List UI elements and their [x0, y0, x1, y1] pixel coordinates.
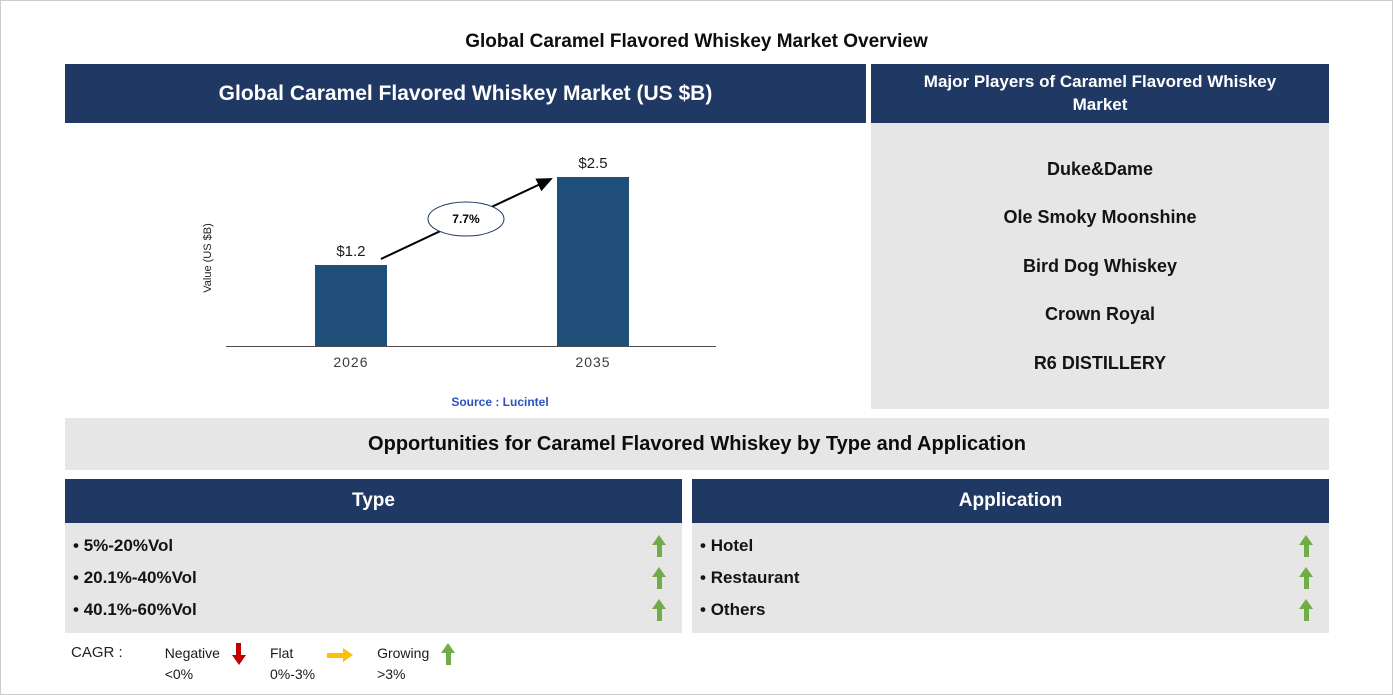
legend-item-flat: Flat 0%-3%	[269, 643, 354, 685]
bar	[557, 177, 629, 346]
cagr-ellipse	[427, 201, 505, 237]
player-item: R6 DISTILLERY	[1033, 352, 1167, 373]
trend-up-icon	[1299, 599, 1313, 621]
chart-panel-header: Global Caramel Flavored Whiskey Market (…	[65, 64, 866, 123]
trend-up-icon	[652, 535, 666, 557]
x-tick-2026: 2026	[333, 354, 369, 370]
trend-up-icon	[1299, 535, 1313, 557]
legend-growing-range: >3%	[377, 666, 406, 682]
player-item: Ole Smoky Moonshine	[1003, 207, 1197, 227]
players-list: Duke&Dame Ole Smoky Moonshine Bird Dog W…	[871, 123, 1329, 409]
table-row: Restaurant	[692, 567, 1329, 589]
arrow-right-icon	[327, 648, 354, 662]
legend-item-negative: Negative <0%	[165, 643, 246, 685]
type-table-header: Type	[65, 479, 682, 523]
table-row: 5%-20%Vol	[65, 535, 682, 557]
players-panel-header: Major Players of Caramel Flavored Whiske…	[871, 64, 1329, 123]
legend-negative-label: Negative	[164, 645, 220, 661]
application-item-label: Others	[700, 600, 766, 620]
growth-arrow-svg: 7.7%	[380, 178, 553, 260]
application-item-label: Hotel	[700, 536, 754, 556]
legend-flat-label: Flat	[269, 645, 294, 661]
page-title: Global Caramel Flavored Whiskey Market O…	[465, 31, 928, 52]
table-row: Others	[692, 599, 1329, 621]
y-axis-label: Value (US $B)	[202, 223, 214, 293]
table-row: 20.1%-40%Vol	[65, 567, 682, 589]
x-tick-2035: 2035	[575, 354, 611, 370]
bar-group-2026: $1.2	[314, 243, 387, 346]
arrow-up-icon	[441, 643, 456, 665]
type-item-label: 20.1%-40%Vol	[73, 568, 197, 588]
trend-up-icon	[652, 567, 666, 589]
application-item-label: Restaurant	[700, 568, 800, 588]
bar-group-2035: $2.5	[557, 155, 629, 346]
type-item-label: 40.1%-60%Vol	[73, 600, 197, 620]
cagr-legend: CAGR : Negative <0% Flat 0%-3% Growing >…	[71, 643, 479, 685]
legend-growing-label: Growing	[377, 645, 430, 661]
application-table-header: Application	[692, 479, 1329, 523]
cagr-label: 7.7%	[452, 212, 480, 226]
legend-negative-range: <0%	[164, 666, 194, 682]
legend-cagr-label: CAGR :	[71, 644, 123, 661]
growth-arrow-line	[380, 178, 553, 260]
bar-plot: $1.2 $2.5 2026 2035 7.7%	[226, 151, 716, 370]
arrow-down-icon	[231, 643, 246, 665]
player-item: Crown Royal	[1044, 304, 1155, 324]
opportunities-banner: Opportunities for Caramel Flavored Whisk…	[65, 418, 1329, 470]
source-label: Source : Lucintel	[451, 395, 549, 409]
type-table-body: 5%-20%Vol 20.1%-40%Vol 40.1%-60%Vol	[65, 523, 682, 633]
type-item-label: 5%-20%Vol	[73, 536, 173, 556]
trend-up-icon	[1299, 567, 1313, 589]
legend-item-growing: Growing >3%	[377, 643, 456, 685]
bar	[314, 265, 387, 346]
legend-flat-range: 0%-3%	[269, 666, 316, 682]
table-row: Hotel	[692, 535, 1329, 557]
bar-chart: Value (US $B) $1.2 $2.5 2026 2035	[65, 123, 866, 413]
application-table-body: Hotel Restaurant Others	[692, 523, 1329, 633]
bar-value-label-2035: $2.5	[578, 155, 608, 172]
player-item: Bird Dog Whiskey	[1022, 255, 1178, 276]
table-row: 40.1%-60%Vol	[65, 599, 682, 621]
type-table: Type 5%-20%Vol 20.1%-40%Vol 40.1%-60%Vol	[65, 479, 682, 633]
player-item: Duke&Dame	[1046, 158, 1154, 179]
application-table: Application Hotel Restaurant Others	[692, 479, 1329, 633]
trend-up-icon	[652, 599, 666, 621]
bar-value-label-2026: $1.2	[336, 243, 366, 260]
